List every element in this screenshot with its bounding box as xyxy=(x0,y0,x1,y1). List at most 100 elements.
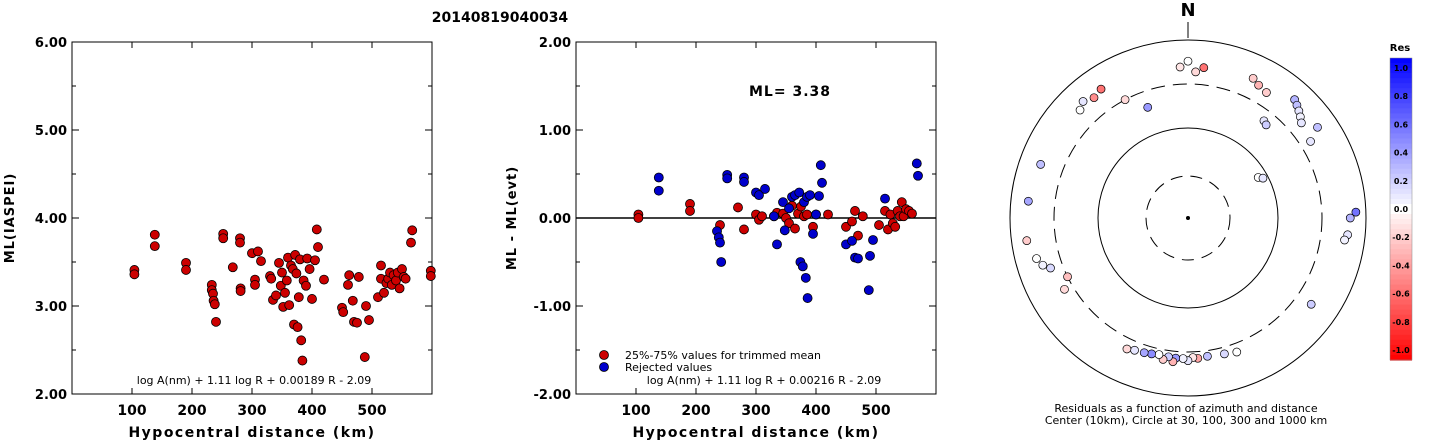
legend-marker-trimmed xyxy=(599,350,609,360)
colorbar-segment xyxy=(1390,289,1412,296)
x-tick-label: 500 xyxy=(357,403,386,419)
colorbar-segment xyxy=(1390,279,1412,286)
colorbar-segment xyxy=(1390,294,1412,301)
colorbar-frame xyxy=(1389,57,1413,361)
ml-annotation: ML= 3.38 xyxy=(749,84,831,100)
data-point xyxy=(817,177,827,188)
x-axis: 100 200 300 400 500 xyxy=(621,42,891,419)
data-point xyxy=(847,216,857,227)
station-point xyxy=(1120,95,1130,105)
data-point xyxy=(364,315,374,325)
colorbar-segment xyxy=(1390,63,1412,69)
station-point xyxy=(1340,235,1349,245)
station-point xyxy=(1130,345,1139,355)
station-point xyxy=(1154,350,1164,359)
colorbar-segment xyxy=(1390,103,1412,109)
data-point xyxy=(250,279,260,290)
formula-label: log A(nm) + 1.11 log R + 0.00216 R - 2.0… xyxy=(647,374,881,387)
page-title: 20140819040034 xyxy=(432,10,569,26)
station-point xyxy=(1036,160,1045,169)
data-point xyxy=(797,261,808,272)
data-point xyxy=(685,206,695,216)
colorbar-tick-label: -1.0 xyxy=(1392,346,1410,355)
y-axis-label: ML - ML(evt) xyxy=(505,166,520,270)
colorbar-tick-label: -0.8 xyxy=(1392,318,1410,327)
station-point xyxy=(1313,122,1322,132)
station-point xyxy=(1297,118,1306,128)
colorbar-segment xyxy=(1390,269,1412,276)
station-point xyxy=(1220,349,1229,359)
station-point xyxy=(1232,347,1242,357)
distance-rings xyxy=(1009,39,1367,397)
colorbar-segment xyxy=(1390,178,1412,185)
data-point xyxy=(779,225,790,236)
colorbar-segment xyxy=(1390,274,1412,281)
colorbar-segment xyxy=(1390,113,1412,119)
station-point xyxy=(1122,344,1132,354)
data-point xyxy=(311,224,322,235)
station-point xyxy=(1046,263,1055,273)
station-points xyxy=(1022,56,1361,367)
colorbar-segment xyxy=(1390,304,1412,311)
colorbar-segment xyxy=(1390,234,1412,240)
x-axis-label: Hypocentral distance (km) xyxy=(128,425,375,441)
colorbar-segment xyxy=(1390,264,1412,270)
data-point xyxy=(352,317,362,328)
data-point xyxy=(772,239,782,250)
colorbar-tick-label: 0.4 xyxy=(1394,149,1409,158)
data-point xyxy=(338,307,349,318)
data-point xyxy=(907,208,917,219)
colorbar-segment xyxy=(1390,83,1412,89)
colorbar-title: Res xyxy=(1390,43,1410,54)
azimuth-polar-panel: N Residuals as a function of azimuth and… xyxy=(1009,0,1413,427)
colorbar-segment xyxy=(1390,88,1412,94)
ring-100km xyxy=(1097,127,1279,309)
ring-30km xyxy=(1145,175,1231,261)
data-point xyxy=(149,241,160,252)
data-point xyxy=(757,211,767,222)
colorbar-segment xyxy=(1390,354,1412,361)
y-tick-label: 6.00 xyxy=(35,36,67,51)
colorbar-segment xyxy=(1390,214,1412,220)
colorbar-segment xyxy=(1390,344,1412,351)
y-tick-label: 5.00 xyxy=(35,124,67,139)
x-tick-label: 200 xyxy=(177,403,206,419)
colorbar-segment xyxy=(1390,229,1412,235)
station-point xyxy=(1191,67,1201,77)
station-point xyxy=(1096,84,1106,94)
data-point xyxy=(297,355,308,366)
data-point xyxy=(790,223,800,234)
colorbar-segment xyxy=(1390,133,1412,140)
colorbar-segment xyxy=(1390,198,1412,205)
legend-label-rejected: Rejected values xyxy=(625,361,712,374)
data-point xyxy=(379,287,389,298)
data-point xyxy=(880,193,890,204)
colorbar-segment xyxy=(1390,188,1412,195)
colorbar-segment xyxy=(1390,168,1412,175)
colorbar-segment xyxy=(1390,299,1412,306)
x-tick-label: 100 xyxy=(117,403,146,419)
station-point xyxy=(1075,105,1085,115)
colorbar-segment xyxy=(1390,148,1412,155)
y-axis: 2.00 3.00 4.00 5.00 6.00 xyxy=(35,36,432,403)
colorbar-segment xyxy=(1390,219,1412,225)
station-point xyxy=(1139,348,1149,358)
station-point xyxy=(1306,137,1315,146)
data-point xyxy=(343,279,353,290)
data-point xyxy=(847,235,857,246)
colorbar-segment xyxy=(1390,108,1412,114)
x-tick-label: 200 xyxy=(681,403,710,419)
data-point xyxy=(863,285,874,296)
y-axis: -2.00 -1.00 0.00 1.00 2.00 xyxy=(534,36,936,403)
data-points xyxy=(129,224,436,366)
data-point xyxy=(296,335,307,346)
plot-frame xyxy=(71,41,433,395)
polar-caption-line2: Center (10km), Circle at 30, 100, 300 an… xyxy=(1045,414,1327,427)
data-point xyxy=(653,185,664,196)
colorbar-segment xyxy=(1390,73,1412,79)
data-point xyxy=(739,177,749,187)
data-point xyxy=(802,293,813,303)
data-point xyxy=(307,294,317,304)
data-point xyxy=(274,257,284,268)
